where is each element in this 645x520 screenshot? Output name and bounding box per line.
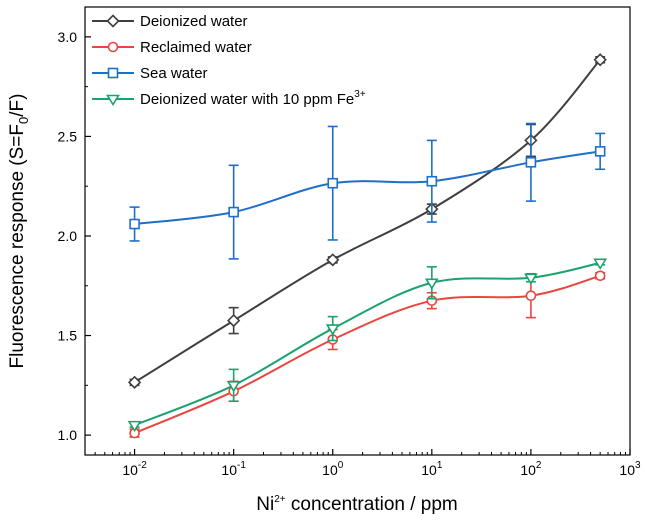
data-point xyxy=(594,146,606,157)
x-tick-label: 103 xyxy=(619,460,641,478)
y-axis-title: Fluorescence response (S=F0/F) xyxy=(7,94,31,369)
y-tick-label: 1.0 xyxy=(58,427,78,443)
data-point xyxy=(127,420,142,433)
y-tick-label: 2.0 xyxy=(58,228,78,244)
legend-label: Reclaimed water xyxy=(140,39,252,56)
series-layer xyxy=(127,53,608,439)
data-point xyxy=(325,324,340,336)
data-point xyxy=(523,273,538,285)
legend-label: Deionized water with 10 ppm Fe3+ xyxy=(140,89,366,108)
y-tick-label: 2.5 xyxy=(58,128,78,144)
legend-marker xyxy=(106,14,120,28)
data-point xyxy=(327,177,339,189)
y-tick-label: 1.5 xyxy=(58,328,78,344)
data-point xyxy=(525,157,537,168)
data-point xyxy=(129,218,140,230)
x-axis-title: Ni2+ concentration / ppm xyxy=(256,494,458,515)
y-tick-label: 3.0 xyxy=(58,29,78,45)
legend-marker xyxy=(106,94,120,107)
series-1 xyxy=(129,270,606,439)
y-axis-ticks: 1.0 1.5 2.0 2.5 3.0 xyxy=(58,29,91,443)
plot-frame xyxy=(84,6,631,456)
data-point xyxy=(127,375,142,389)
data-point xyxy=(593,258,608,270)
legend-label: Sea water xyxy=(140,65,208,82)
x-tick-label: 101 xyxy=(421,460,443,478)
data-point xyxy=(226,381,241,393)
series-2 xyxy=(129,122,606,260)
series-line xyxy=(134,59,601,384)
legend-marker xyxy=(107,41,119,53)
x-axis-ticks: 10-2 10-1 100 101 102 103 xyxy=(94,449,641,478)
x-tick-label: 10-2 xyxy=(122,460,147,478)
x-tick-label: 102 xyxy=(520,460,542,478)
series-3 xyxy=(127,258,608,433)
data-point xyxy=(426,175,438,187)
data-point xyxy=(525,290,537,302)
data-point xyxy=(424,278,439,290)
x-tick-label: 100 xyxy=(322,460,344,478)
x-tick-label: 10-1 xyxy=(221,460,246,478)
data-point xyxy=(228,206,239,218)
data-point xyxy=(227,313,241,328)
legend-label: Deionized water xyxy=(140,13,248,30)
legend: Deionized water Reclaimed water Sea water D… xyxy=(92,13,366,108)
data-point xyxy=(594,270,606,282)
legend-marker xyxy=(107,67,119,79)
data-point xyxy=(326,253,340,267)
data-point xyxy=(593,53,607,67)
